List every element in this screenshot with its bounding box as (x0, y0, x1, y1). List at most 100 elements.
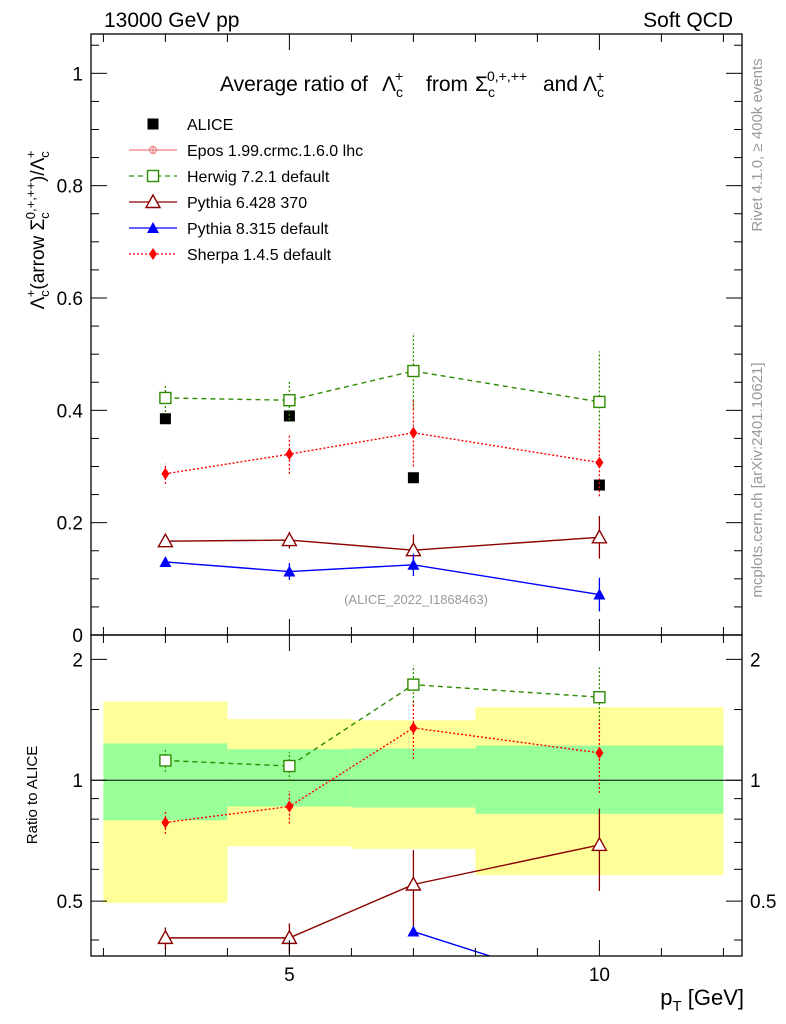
main-Herwig-point (593, 395, 606, 409)
main-plot-series (157, 332, 608, 612)
main-Pythia6-point (591, 528, 608, 544)
legend-label-ALICE: ALICE (187, 117, 233, 134)
main-ALICE-point (407, 472, 419, 484)
energy-label: 13000 GeV pp (104, 9, 239, 32)
main-Sherpa-point (161, 467, 170, 480)
main-ALICE-point (159, 413, 171, 425)
main-y-tick-label: 0.4 (57, 401, 84, 422)
ratio-y-tick-label-right: 0.5 (750, 892, 776, 913)
main-Pythia6-point (157, 532, 174, 548)
ratio-Pythia6-point (591, 836, 608, 852)
legend-marker-ALICE (147, 118, 159, 130)
mcplots-label: mcplots.cern.ch [arXiv:2401.10621] (749, 362, 766, 597)
ratio-Sherpa-point (285, 800, 294, 813)
ratio-y-tick-label: 0.5 (57, 892, 83, 913)
legend-label-Pythia6: Pythia 6.428 370 (187, 195, 307, 212)
main-Herwig-point (407, 364, 420, 378)
ratio-Herwig-point (593, 690, 606, 704)
main-Sherpa-line (165, 432, 600, 475)
main-ALICE-point (283, 410, 295, 422)
legend-item-Pythia8: Pythia 8.315 default (129, 221, 329, 238)
main-Pythia8-point (283, 565, 296, 577)
main-Pythia6-point (281, 531, 298, 547)
x-tick-label: 5 (284, 965, 295, 986)
ratio-axis-ticks: 0.5 0.5 1 1 2 2 5 10 (57, 635, 776, 986)
ratio-plot-frame (90, 634, 743, 957)
main-axis-ticks: 0 0.2 0.4 0.6 0.8 1 (57, 34, 742, 647)
legend-marker-Sherpa (149, 248, 157, 260)
legend-marker-Herwig (146, 169, 160, 183)
main-ALICE-point (593, 479, 605, 491)
main-Sherpa-point (595, 456, 604, 469)
legend-marker-Pythia8 (147, 222, 159, 233)
ratio-uncertainty-bands (103, 701, 724, 903)
legend: ALICE Epos 1.99.crmc.1.6.0 lhc Herwig 7.2.… (129, 117, 363, 264)
svg-text:Λc+: Λc+ (583, 68, 604, 100)
main-y-tick-label: 0.6 (57, 289, 83, 310)
rivet-label: Rivet 4.1.0, ≥ 400k events (749, 58, 766, 231)
ratio-Sherpa-point (595, 746, 604, 759)
process-label: Soft QCD (643, 9, 733, 32)
main-Pythia8-point (407, 558, 420, 570)
main-Pythia8-point (159, 555, 172, 567)
main-y-tick-label: 0.2 (57, 514, 83, 535)
x-tick-label: 10 (589, 965, 610, 986)
main-Sherpa-point (285, 448, 294, 461)
legend-item-Herwig: Herwig 7.2.1 default (129, 169, 330, 186)
main-Herwig-point (159, 391, 172, 405)
ratio-Herwig-line (165, 683, 600, 767)
ratio-Pythia6-point (157, 929, 174, 945)
ratio-Pythia8-point (407, 925, 420, 937)
ratio-band-inner (227, 749, 352, 807)
ratio-Herwig-point (407, 678, 420, 691)
svg-text:mcplots.cern.ch [arXiv:2401.10: mcplots.cern.ch [arXiv:2401.10621] (749, 362, 766, 597)
legend-item-Sherpa: Sherpa 1.4.5 default (129, 247, 332, 264)
ratio-Pythia6-point (405, 876, 422, 891)
ratio-plot-series (157, 665, 608, 968)
svg-text:Ratio to ALICE: Ratio to ALICE (24, 746, 41, 844)
ratio-y-tick-label: 1 (72, 771, 83, 792)
analysis-tag: (ALICE_2022_I1868463) (344, 592, 488, 607)
ratio-Herwig-point (159, 754, 172, 767)
svg-text:Λc+(arrow Σc0,+,++)/Λc+: Λc+(arrow Σc0,+,++)/Λc+ (23, 151, 52, 310)
legend-item-Pythia6: Pythia 6.428 370 (129, 193, 307, 212)
legend-item-Epos: Epos 1.99.crmc.1.6.0 lhc (129, 143, 363, 160)
main-y-tick-label: 1 (72, 64, 83, 85)
ratio-Sherpa-point (409, 721, 418, 734)
main-Pythia8-point (593, 588, 606, 600)
main-y-tick-label: 0.8 (57, 177, 83, 198)
main-Pythia8-line (165, 561, 600, 596)
svg-text:and: and (543, 73, 578, 96)
svg-text:Rivet 4.1.0, ≥ 400k events: Rivet 4.1.0, ≥ 400k events (749, 58, 766, 231)
legend-label-Herwig: Herwig 7.2.1 default (187, 169, 330, 186)
svg-text:Σc0,+,++: Σc0,+,++ (475, 68, 527, 100)
chart-title: Average ratio of Λc+ from Σc0,+,++ and Λ… (220, 68, 604, 100)
main-Sherpa-point (409, 426, 418, 439)
legend-marker-Epos (148, 145, 158, 155)
x-axis-label: pT [GeV] (660, 985, 744, 1015)
ratio-y-tick-label-right: 2 (750, 650, 761, 671)
ratio-Sherpa-point (161, 816, 170, 829)
svg-text:Average ratio of: Average ratio of (220, 73, 368, 96)
ratio-Pythia8-line (413, 930, 493, 956)
ratio-Herwig-point (283, 759, 296, 773)
ratio-Pythia8-point (507, 957, 519, 968)
main-Pythia6-line (165, 536, 600, 551)
main-y-tick-label: 0 (72, 626, 83, 647)
ratio-Sherpa-line (165, 727, 600, 824)
ratio-Pythia6-line (165, 844, 600, 939)
legend-label-Sherpa: Sherpa 1.4.5 default (187, 247, 332, 264)
legend-label-Pythia8: Pythia 8.315 default (187, 221, 329, 238)
svg-text:Λc+: Λc+ (382, 68, 403, 100)
legend-label-Epos: Epos 1.99.crmc.1.6.0 lhc (187, 143, 363, 160)
main-Herwig-point (283, 394, 296, 407)
ratio-y-tick-label-right: 1 (750, 771, 761, 792)
svg-text:from: from (426, 73, 468, 96)
legend-item-ALICE: ALICE (147, 117, 233, 134)
ratio-y-axis-label: Ratio to ALICE (24, 746, 41, 844)
main-y-axis-label: Λc+(arrow Σc0,+,++)/Λc+ (23, 151, 52, 310)
legend-marker-Pythia6 (144, 193, 162, 209)
main-Herwig-line (165, 370, 600, 403)
ratio-y-tick-label: 2 (72, 650, 83, 671)
